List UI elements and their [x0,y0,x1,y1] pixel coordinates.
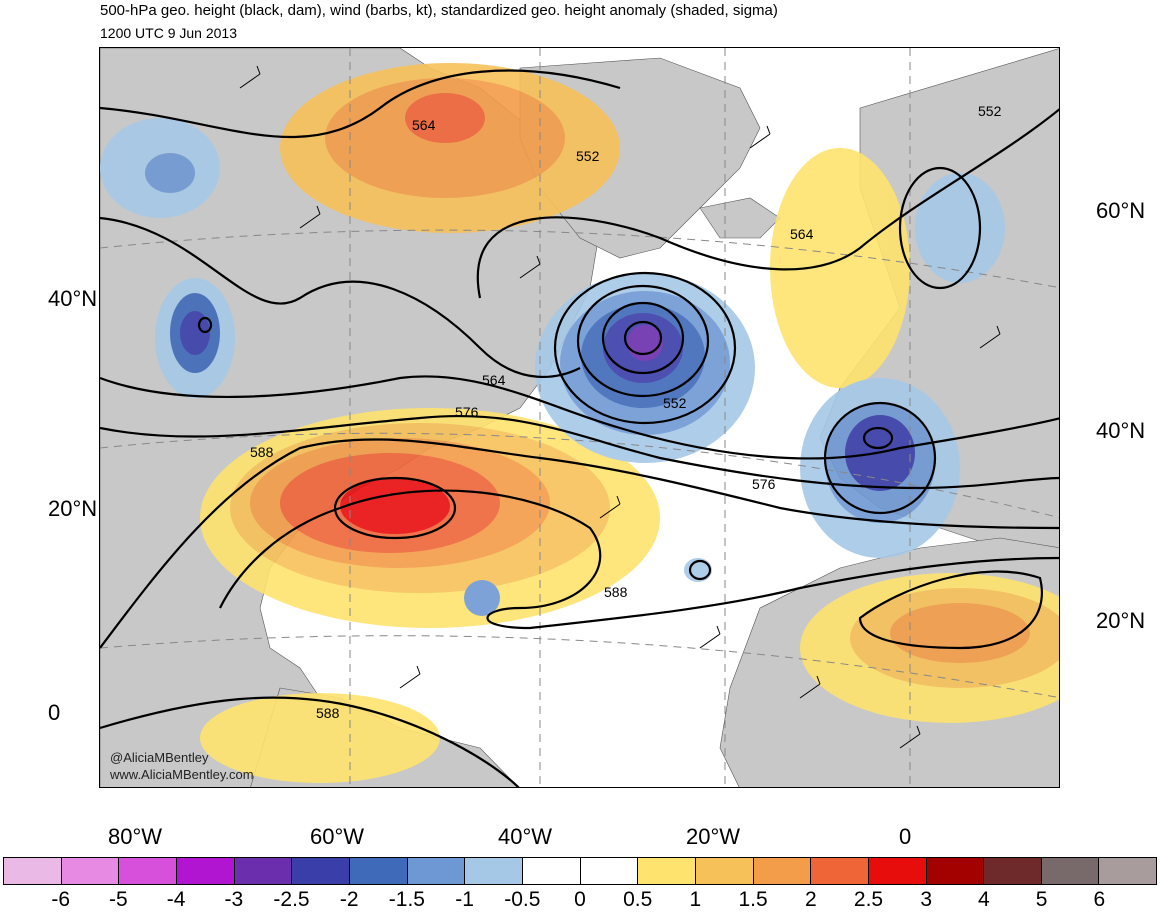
colorbar-tick-label: 6 [1093,888,1106,911]
pos-anomaly-labrador [770,148,910,388]
colorbar-tick-label: -5 [109,888,128,911]
colorbar-tick-label: 2 [804,888,817,911]
contour-label: 552 [663,395,687,411]
contour-label: 588 [316,705,340,721]
lon-label-60w: 60°W [310,824,365,849]
graticule [100,48,1059,787]
colorbar-tick-label: 1 [689,888,702,911]
contour-label: 552 [978,103,1002,119]
colorbar-swatch [638,858,696,884]
lat-label-right-60n: 60°N [1096,198,1146,223]
colorbar-tick-label: 0.5 [623,888,653,911]
neg-anomaly-scandinavia [915,173,1005,283]
lon-label-0: 0 [899,824,912,849]
colorbar-swatch [695,858,754,884]
neg-anomaly-small-low [464,580,500,616]
colorbar-swatch [522,858,581,884]
contour-label: 564 [482,372,506,388]
colorbar-tick-label: -1.5 [388,888,425,911]
contour-label: 576 [455,404,479,420]
anomaly-shading [100,63,1059,783]
wind-barbs [239,65,1001,749]
lat-label-right-40n: 40°N [1096,418,1146,443]
lat-label-left-20n: 20°N [48,496,98,521]
map-panel: 564 552 564 552 564 576 552 588 576 588 … [99,47,1060,788]
colorbar-swatch [176,858,235,884]
colorbar-swatch [292,858,350,884]
lat-label-right-20n: 20°N [1096,608,1146,633]
contour-label: 552 [576,148,600,164]
colorbar-swatch [349,858,408,884]
colorbar-tick-label: -2.5 [273,888,310,911]
contour-labels: 564 552 564 552 564 576 552 588 576 588 … [250,103,1002,721]
colorbar-tick-label: 0 [574,888,586,911]
colorbar-swatch [119,858,177,884]
lon-label-20w: 20°W [686,824,741,849]
colorbar-tick-label: 2.5 [853,888,884,911]
colorbar-tick-label: 3 [920,888,933,911]
colorbar-tick-label: -3 [224,888,244,911]
colorbar-swatch [984,858,1042,884]
pos-anomaly-caribbean [200,693,440,783]
lon-label-80w: 80°W [108,824,163,849]
credit-website: www.AliciaMBentley.com [110,767,254,782]
colorbar-swatch [61,858,120,884]
colorbar-tick-label: 4 [978,888,990,911]
contour-label: 588 [250,444,274,460]
colorbar-swatch [753,858,812,884]
colorbar-swatch [465,858,523,884]
colorbar-swatch [1099,858,1157,884]
colorbar-swatch [4,858,62,884]
colorbar-tick-label: -0.5 [504,888,541,911]
colorbar-swatch [407,858,466,884]
map-valid-time: 1200 UTC 9 Jun 2013 [100,25,237,41]
contour-label: 588 [604,584,628,600]
contour-label: 564 [790,226,814,242]
lat-label-left-0: 0 [48,700,61,725]
colorbar-tick-label: 5 [1035,888,1048,911]
colorbar-tick-label: 1.5 [738,888,768,911]
colorbar-tick-label: -6 [51,888,71,911]
map-title: 500-hPa geo. height (black, dam), wind (… [100,2,778,19]
credit-handle: @AliciaMBentley [110,750,209,765]
anomaly-colorbar [3,857,1157,885]
colorbar-swatch [1041,858,1100,884]
colorbar-tick-label: -2 [339,888,359,911]
colorbar-tick-label: -1 [455,888,474,911]
land-iceland [699,197,781,239]
lat-label-left-40n: 40°N [48,286,98,311]
contour-label: 576 [752,476,776,492]
lon-label-40w: 40°W [498,824,553,849]
colorbar-swatch [234,858,293,884]
contour-label: 564 [412,117,436,133]
colorbar-swatch [811,858,869,884]
colorbar-swatch [580,858,639,884]
colorbar-tick-label: -4 [166,888,186,911]
colorbar-swatch [868,858,927,884]
height-contours [100,69,1059,787]
colorbar-swatch [926,858,985,884]
